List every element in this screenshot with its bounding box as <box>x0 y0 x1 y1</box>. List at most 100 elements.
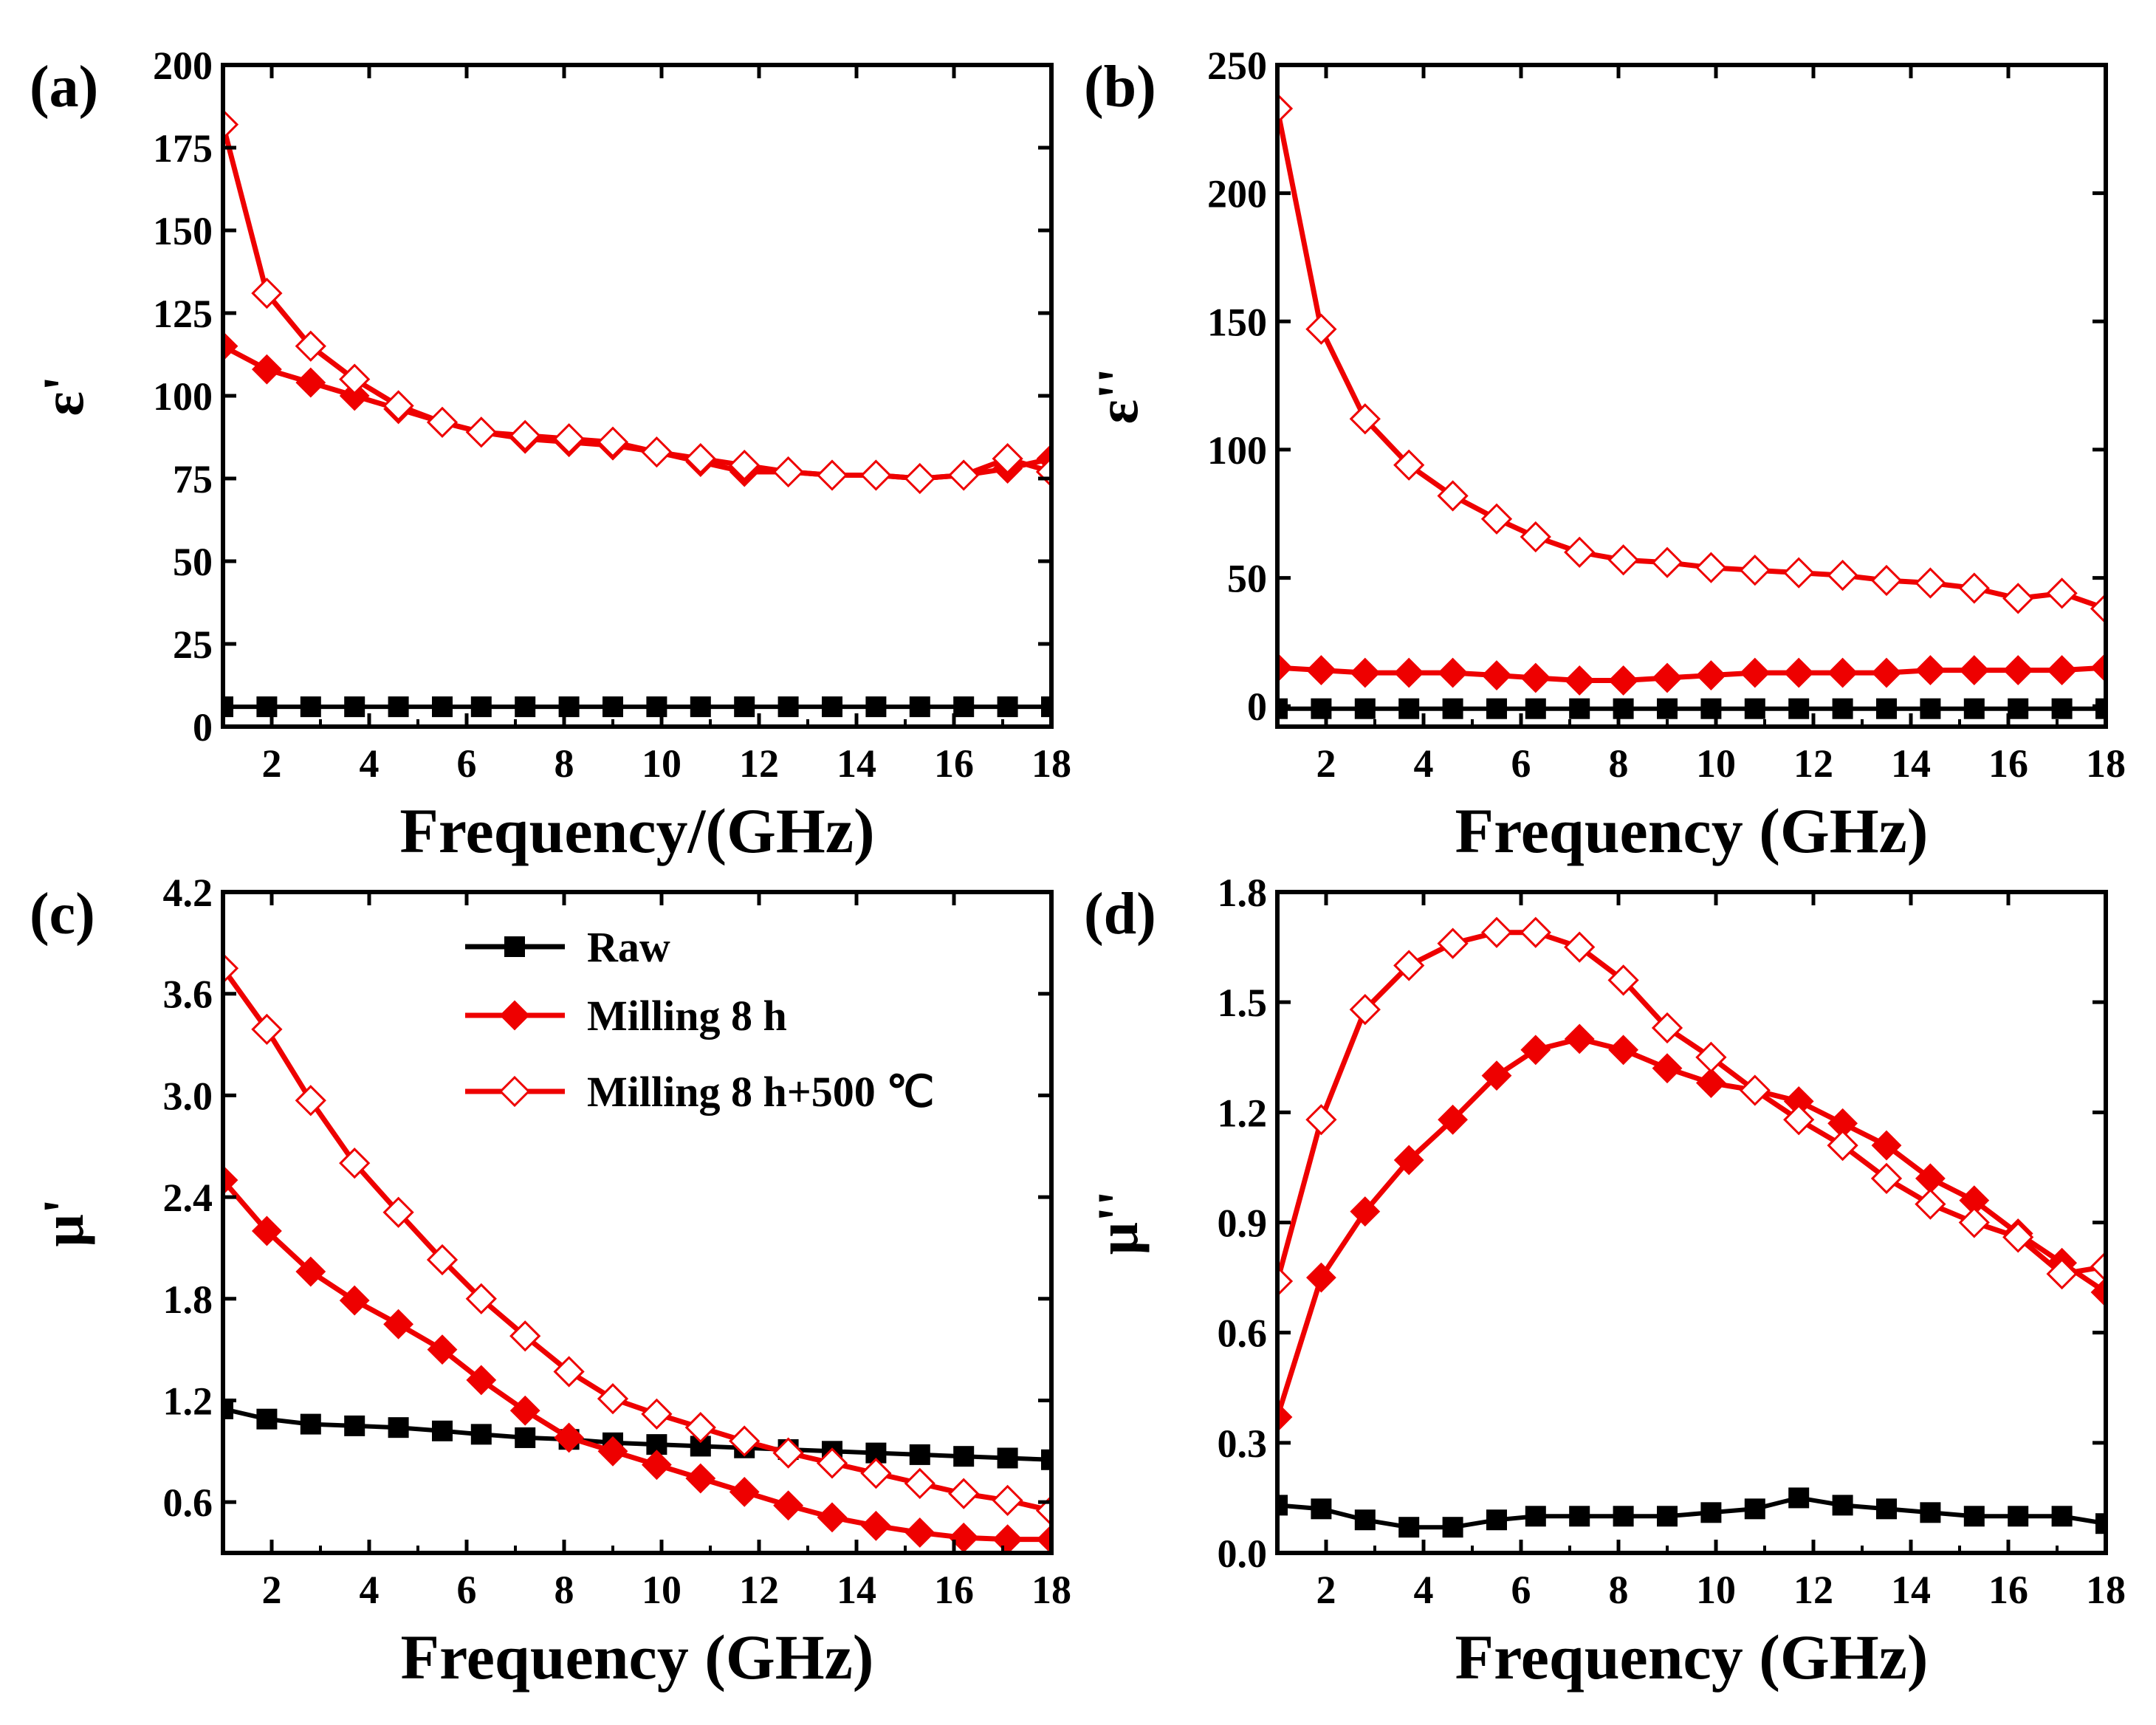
data-point <box>388 696 409 718</box>
x-tick-label: 18 <box>2086 741 2126 786</box>
data-point <box>509 1320 541 1352</box>
y-tick-label: 100 <box>1207 428 1267 473</box>
data-point <box>2090 1277 2106 1308</box>
data-point <box>1832 698 1853 719</box>
data-point <box>1393 950 1425 981</box>
data-point <box>816 459 848 491</box>
x-tick-label: 8 <box>555 1568 574 1612</box>
y-tick-label: 150 <box>153 209 213 253</box>
x-tick-label: 8 <box>1609 741 1629 786</box>
data-point <box>1041 696 1051 718</box>
data-point <box>1870 1162 1903 1194</box>
x-axis-label: Frequency (GHz) <box>1455 795 1929 866</box>
data-point <box>1607 544 1639 576</box>
data-point <box>1277 1495 1288 1516</box>
x-tick-label: 4 <box>360 741 380 786</box>
data-point <box>1036 1524 1051 1553</box>
data-point <box>1788 698 1810 719</box>
data-point <box>909 696 930 718</box>
panel-c: 2 4 6 8 10 12 14 16 18 0.6 1.2 1.8 2.4 3.0 3.6 4.2 Frequ… <box>30 871 1071 1693</box>
y-tick-label: 3.6 <box>163 973 213 1017</box>
data-point <box>515 696 536 718</box>
legend-marker <box>498 1075 531 1108</box>
data-point <box>1480 503 1513 535</box>
x-tick-label: 12 <box>739 741 779 786</box>
legend-label: Milling 8 h+500 ℃ <box>587 1068 934 1116</box>
data-point <box>684 1412 716 1444</box>
data-point <box>597 426 629 458</box>
series-milling-8-h-500 <box>223 109 1051 495</box>
data-point <box>251 354 282 385</box>
data-point <box>729 449 761 481</box>
x-tick-label: 12 <box>1793 741 1833 786</box>
data-point <box>223 331 238 362</box>
y-tick-label: 150 <box>1207 300 1267 344</box>
data-point <box>1564 931 1596 963</box>
data-point <box>1652 1053 1683 1084</box>
data-point <box>1438 1104 1469 1135</box>
data-point <box>992 442 1023 475</box>
data-point <box>1700 1502 1722 1523</box>
data-point <box>1651 1012 1683 1044</box>
data-point <box>1870 564 1903 597</box>
series-raw <box>223 696 1051 718</box>
panel-a: 2 4 6 8 10 12 14 16 18 0 25 50 75 100 125 150 175 200 Freq… <box>30 44 1071 866</box>
data-point <box>1305 655 1336 686</box>
data-point <box>2090 652 2106 683</box>
x-tick-label: 10 <box>1696 741 1736 786</box>
data-point <box>1305 313 1337 345</box>
legend-marker <box>504 936 525 957</box>
data-point <box>817 1502 848 1533</box>
data-point <box>948 459 980 491</box>
data-point <box>2090 593 2106 625</box>
data-point <box>388 1417 409 1438</box>
data-point <box>1520 521 1551 553</box>
data-point <box>772 456 804 488</box>
data-point <box>2051 1506 2073 1527</box>
series-line <box>223 123 1051 481</box>
data-point <box>1739 1074 1771 1106</box>
data-point <box>1277 698 1288 719</box>
data-point <box>948 1478 980 1509</box>
data-point <box>1564 665 1595 696</box>
data-point <box>295 330 326 362</box>
data-point <box>1569 698 1590 719</box>
data-point <box>1486 698 1507 719</box>
data-point <box>251 1215 282 1246</box>
data-point <box>953 696 975 718</box>
data-point <box>1613 1506 1634 1527</box>
y-tick-label: 1.8 <box>163 1278 213 1322</box>
data-point <box>729 1476 760 1507</box>
data-point <box>865 696 887 718</box>
y-tick-label: 200 <box>1207 172 1267 216</box>
data-point <box>641 1398 673 1430</box>
data-point <box>509 1395 540 1426</box>
data-point <box>1277 1402 1293 1433</box>
data-point <box>909 1444 930 1465</box>
data-point <box>1481 660 1512 690</box>
data-point <box>256 696 278 718</box>
y-axis-label: μ'' <box>1085 1190 1150 1255</box>
y-axis-label: ε' <box>31 376 95 416</box>
x-tick-label: 14 <box>1891 741 1931 786</box>
data-point <box>2046 1258 2078 1290</box>
data-point <box>1827 657 1858 688</box>
y-tick-label: 125 <box>153 292 213 336</box>
data-point <box>1651 546 1683 578</box>
panel-label: (c) <box>30 882 95 947</box>
data-point <box>223 1165 238 1196</box>
data-point <box>1480 916 1513 948</box>
data-point <box>1695 1068 1726 1098</box>
x-tick-label: 16 <box>934 1568 974 1612</box>
series-milling-8-h <box>223 331 1051 494</box>
data-point <box>2047 655 2078 686</box>
data-point <box>690 696 711 718</box>
panel-b: 2 4 6 8 10 12 14 16 18 0 50 100 150 200 250 Frequency (… <box>1084 44 2126 866</box>
data-point <box>339 1148 371 1179</box>
y-tick-label: 50 <box>1227 557 1267 601</box>
y-tick-label: 0 <box>1247 685 1267 729</box>
data-point <box>2002 583 2034 614</box>
data-point <box>1832 1495 1853 1516</box>
data-point <box>992 1484 1023 1516</box>
y-tick-label: 2.4 <box>163 1176 213 1220</box>
